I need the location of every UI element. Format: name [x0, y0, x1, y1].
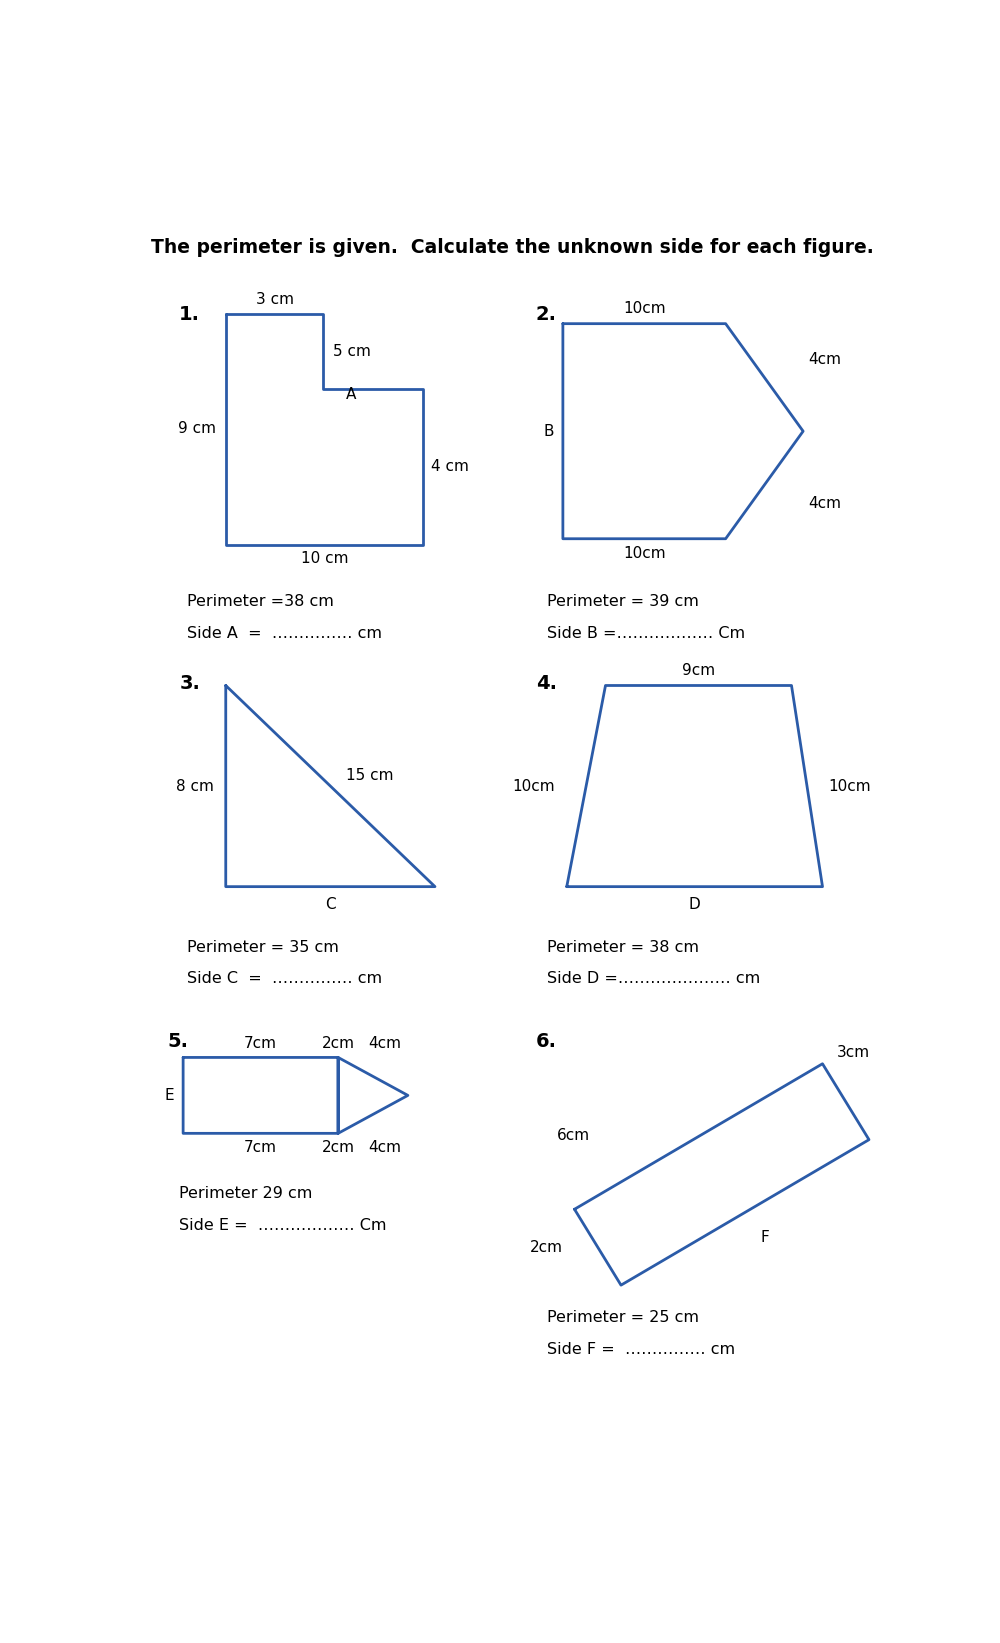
Text: 5.: 5.	[168, 1032, 189, 1052]
Text: Side D =………………… cm: Side D =………………… cm	[547, 971, 761, 986]
Text: 15 cm: 15 cm	[346, 767, 393, 782]
Text: 4.: 4.	[536, 674, 557, 693]
Text: C: C	[325, 897, 336, 912]
Text: 10cm: 10cm	[512, 779, 555, 794]
Text: 3 cm: 3 cm	[256, 292, 294, 307]
Text: 2cm: 2cm	[322, 1037, 355, 1052]
Text: F: F	[761, 1229, 769, 1245]
Text: Perimeter = 38 cm: Perimeter = 38 cm	[547, 940, 699, 955]
Text: 10cm: 10cm	[623, 301, 666, 315]
Text: 4cm: 4cm	[809, 496, 842, 511]
Text: Side A  =  …………… cm: Side A = …………… cm	[187, 626, 382, 641]
Text: 4 cm: 4 cm	[431, 458, 469, 475]
Text: Side E =  ……………… Cm: Side E = ……………… Cm	[179, 1217, 387, 1234]
Text: Perimeter = 25 cm: Perimeter = 25 cm	[547, 1311, 699, 1326]
Text: 4cm: 4cm	[368, 1140, 401, 1155]
Text: 3.: 3.	[179, 674, 200, 693]
Text: B: B	[543, 424, 554, 439]
Text: The perimeter is given.  Calculate the unknown side for each figure.: The perimeter is given. Calculate the un…	[151, 238, 874, 256]
Text: 3cm: 3cm	[837, 1045, 870, 1060]
Text: 6cm: 6cm	[557, 1129, 590, 1144]
Text: Side F =  …………… cm: Side F = …………… cm	[547, 1342, 736, 1357]
Text: D: D	[689, 897, 700, 912]
Text: 10cm: 10cm	[829, 779, 871, 794]
Text: Perimeter 29 cm: Perimeter 29 cm	[179, 1186, 313, 1201]
Text: 9 cm: 9 cm	[178, 421, 216, 435]
Text: 2cm: 2cm	[530, 1240, 563, 1255]
Text: 8 cm: 8 cm	[176, 779, 214, 794]
Text: Perimeter =38 cm: Perimeter =38 cm	[187, 595, 334, 610]
Text: 5 cm: 5 cm	[333, 343, 371, 360]
Text: 4cm: 4cm	[809, 352, 842, 366]
Text: Side C  =  …………… cm: Side C = …………… cm	[187, 971, 382, 986]
Text: 6.: 6.	[536, 1032, 557, 1052]
Text: A: A	[346, 388, 356, 403]
Text: 2.: 2.	[536, 304, 557, 324]
Text: Perimeter = 39 cm: Perimeter = 39 cm	[547, 595, 699, 610]
Text: 7cm: 7cm	[244, 1037, 277, 1052]
Text: 9cm: 9cm	[682, 662, 715, 679]
Text: Side B =……………… Cm: Side B =……………… Cm	[547, 626, 746, 641]
Text: 10 cm: 10 cm	[301, 552, 349, 567]
Text: 1.: 1.	[179, 304, 200, 324]
Text: E: E	[164, 1088, 174, 1102]
Text: 4cm: 4cm	[368, 1037, 401, 1052]
Text: Perimeter = 35 cm: Perimeter = 35 cm	[187, 940, 339, 955]
Text: 10cm: 10cm	[623, 547, 666, 562]
Text: 2cm: 2cm	[322, 1140, 355, 1155]
Text: 7cm: 7cm	[244, 1140, 277, 1155]
